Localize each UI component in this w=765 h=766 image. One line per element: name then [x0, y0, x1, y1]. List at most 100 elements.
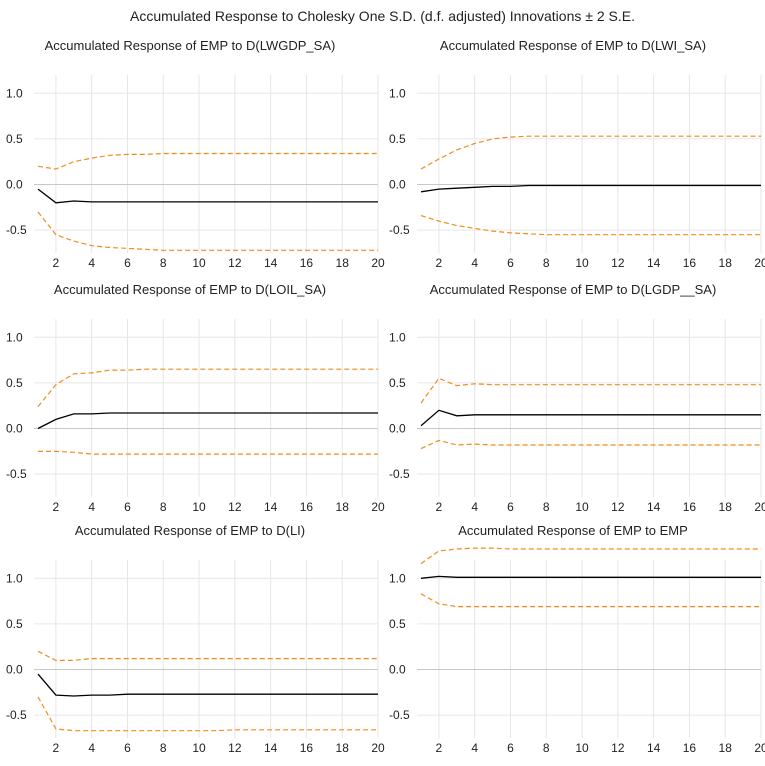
x-tick-label: 4 [471, 500, 478, 514]
y-tick-label: 0.5 [389, 132, 406, 146]
x-tick-label: 2 [53, 256, 60, 270]
y-tick-label: 1.0 [6, 571, 23, 585]
x-tick-label: 16 [300, 500, 314, 514]
x-tick-label: 18 [336, 500, 350, 514]
chart-panel-li: Accumulated Response of EMP to D(LI) -0.… [0, 523, 385, 766]
chart-panel-loil: Accumulated Response of EMP to D(LOIL_SA… [0, 282, 385, 525]
upper-band-line [37, 368, 378, 407]
y-tick-label: 0.5 [389, 617, 406, 631]
response-line [37, 673, 378, 697]
lower-band-line [420, 593, 761, 608]
y-tick-label: 0.5 [6, 617, 23, 631]
x-tick-label: 4 [88, 256, 95, 270]
x-tick-label: 18 [336, 256, 350, 270]
y-tick-label: 1.0 [6, 86, 23, 100]
y-tick-label: 0.5 [6, 376, 23, 390]
x-tick-label: 8 [160, 500, 167, 514]
chart-panel-lwi: Accumulated Response of EMP to D(LWI_SA)… [383, 38, 765, 281]
x-tick-label: 8 [160, 256, 167, 270]
response-line [420, 575, 761, 579]
x-tick-label: 14 [264, 741, 278, 755]
x-tick-label: 2 [53, 741, 60, 755]
x-tick-label: 16 [300, 741, 314, 755]
x-tick-label: 4 [88, 500, 95, 514]
panel-title: Accumulated Response of EMP to D(LOIL_SA… [53, 282, 327, 297]
x-tick-label: 12 [228, 741, 242, 755]
upper-band-line [420, 135, 761, 170]
chart-panel-lgdp: Accumulated Response of EMP to D(LGDP__S… [383, 282, 765, 525]
x-tick-label: 10 [575, 741, 589, 755]
x-tick-label: 20 [754, 256, 765, 270]
x-tick-label: 6 [124, 256, 131, 270]
x-tick-label: 12 [228, 256, 242, 270]
y-tick-label: 0.0 [389, 663, 406, 677]
panel-title: Accumulated Response of EMP to D(LWI_SA) [439, 38, 707, 53]
lower-band-line [37, 211, 378, 251]
x-tick-label: 8 [543, 500, 550, 514]
x-tick-label: 18 [719, 500, 733, 514]
x-tick-label: 12 [611, 741, 625, 755]
x-tick-label: 10 [192, 741, 206, 755]
x-tick-label: 20 [371, 500, 385, 514]
x-tick-label: 14 [647, 741, 661, 755]
upper-band-line [37, 650, 378, 661]
panel-title: Accumulated Response of EMP to EMP [458, 523, 688, 538]
x-tick-label: 14 [264, 256, 278, 270]
y-tick-label: 0.0 [389, 422, 406, 436]
y-tick-label: 1.0 [6, 330, 23, 344]
y-tick-label: 1.0 [389, 571, 406, 585]
x-tick-label: 4 [471, 741, 478, 755]
x-tick-label: 12 [611, 256, 625, 270]
upper-band-line [37, 152, 378, 170]
line-chart-lwi: -0.5 0.0 0.5 1.0 2 4 6 8 10 12 14 16 18 20 [389, 75, 765, 270]
response-line [37, 412, 378, 430]
upper-band-line [420, 377, 761, 404]
y-tick-label: -0.5 [389, 223, 410, 237]
x-tick-label: 10 [575, 500, 589, 514]
y-tick-label: 1.0 [389, 86, 406, 100]
y-tick-label: -0.5 [389, 708, 410, 722]
line-chart-emp: -0.5 0.0 0.5 1.0 2 4 6 8 10 12 14 16 18 20 [389, 547, 765, 755]
x-tick-label: 2 [436, 256, 443, 270]
x-tick-label: 20 [371, 256, 385, 270]
lower-band-line [37, 696, 378, 732]
response-line [420, 409, 761, 427]
x-tick-label: 6 [507, 741, 514, 755]
line-chart-lwgdp: -0.5 0.0 0.5 1.0 2 4 6 8 10 12 14 16 18 20 [6, 75, 385, 270]
y-tick-label: 1.0 [389, 330, 406, 344]
response-line [37, 188, 378, 204]
figure-title: Accumulated Response to Cholesky One S.D… [130, 8, 635, 24]
response-line [420, 184, 761, 193]
lower-band-line [420, 215, 761, 236]
x-tick-label: 6 [124, 500, 131, 514]
panel-title: Accumulated Response of EMP to D(LI) [74, 523, 306, 538]
x-tick-label: 6 [507, 500, 514, 514]
x-tick-label: 14 [647, 256, 661, 270]
y-tick-label: -0.5 [6, 223, 27, 237]
y-tick-label: -0.5 [6, 708, 27, 722]
x-tick-label: 18 [336, 741, 350, 755]
y-tick-label: 0.0 [6, 663, 23, 677]
chart-panel-emp: Accumulated Response of EMP to EMP -0.5 0… [383, 523, 765, 766]
x-tick-label: 14 [647, 500, 661, 514]
y-tick-label: 0.5 [389, 376, 406, 390]
lower-band-line [420, 439, 761, 450]
x-tick-label: 8 [543, 741, 550, 755]
x-tick-label: 16 [683, 741, 697, 755]
upper-band-line [420, 547, 761, 565]
lower-band-line [38, 450, 378, 455]
x-tick-label: 10 [192, 500, 206, 514]
line-chart-lgdp: -0.5 0.0 0.5 1.0 2 4 6 8 10 12 14 16 18 20 [389, 319, 765, 514]
y-tick-label: 0.0 [6, 178, 23, 192]
y-tick-label: -0.5 [6, 467, 27, 481]
x-tick-label: 18 [719, 741, 733, 755]
x-tick-label: 4 [88, 741, 95, 755]
x-tick-label: 2 [436, 500, 443, 514]
chart-panel-lwgdp: Accumulated Response of EMP to D(LWGDP_S… [0, 38, 385, 281]
x-tick-label: 18 [719, 256, 733, 270]
x-tick-label: 20 [754, 741, 765, 755]
x-tick-label: 6 [124, 741, 131, 755]
x-tick-label: 8 [543, 256, 550, 270]
x-tick-label: 2 [436, 741, 443, 755]
x-tick-label: 8 [160, 741, 167, 755]
